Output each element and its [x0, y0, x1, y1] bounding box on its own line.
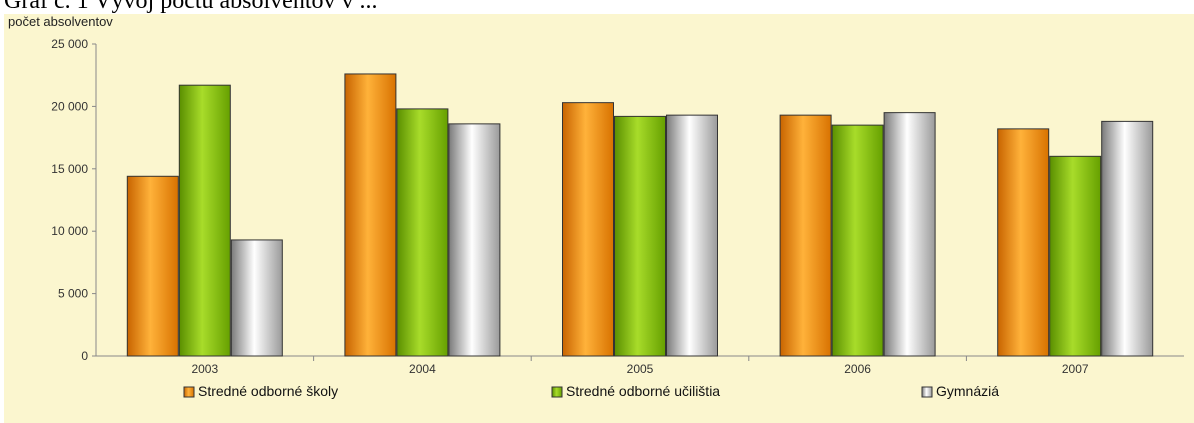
bar-2004-2 [396, 108, 449, 357]
plot-area [95, 44, 1184, 357]
bar-2005-3 [666, 114, 718, 357]
bar-2007-1 [997, 128, 1050, 357]
bar-2005-1 [562, 102, 614, 357]
y-tick-label: 0 [81, 349, 88, 363]
bar-2007-3 [1101, 120, 1154, 357]
y-tick-label: 25 000 [51, 37, 88, 51]
bar-2004-3 [448, 123, 501, 357]
y-tick-labels: 0 5 000 10 000 15 000 20 000 25 000 [51, 37, 96, 363]
legend: Stredné odborné školy Stredné odborné uči… [183, 383, 999, 399]
bar-2003-2 [178, 84, 231, 357]
bar-2006-3 [883, 112, 936, 357]
y-tick-label: 5 000 [58, 287, 88, 301]
legend-label: Stredné odborné učilištia [566, 383, 720, 399]
y-tick-label: 10 000 [51, 224, 88, 238]
y-axis-label: počet absolventov [8, 14, 113, 29]
bar-2005-2 [614, 115, 666, 357]
legend-label: Stredné odborné školy [198, 383, 338, 399]
x-tick-label: 2005 [627, 362, 654, 376]
y-tick-label: 15 000 [51, 162, 88, 176]
document-caption: Graf č. 1 Vývoj počtu absolventov v ... [4, 0, 378, 14]
chart-area: počet absolventov 0 5 000 10 000 15 000 20 0… [4, 14, 1194, 423]
bar-chart: počet absolventov 0 5 000 10 000 15 000 20 0… [8, 14, 1184, 399]
bar-2004-1 [344, 73, 397, 357]
y-tick-label: 20 000 [51, 99, 88, 113]
x-tick-label: 2003 [191, 362, 218, 376]
legend-swatch [921, 386, 933, 398]
x-tick-labels: 2003 2004 2005 2006 2007 [191, 356, 1089, 376]
bar-2003-1 [126, 175, 179, 357]
legend-label: Gymnáziá [936, 383, 999, 399]
x-tick-label: 2006 [844, 362, 871, 376]
legend-swatch [551, 386, 563, 398]
bar-2006-2 [831, 124, 884, 357]
bar-2007-2 [1049, 155, 1102, 357]
legend-swatch [183, 386, 195, 398]
x-tick-label: 2007 [1062, 362, 1089, 376]
x-tick-label: 2004 [409, 362, 436, 376]
bar-2003-3 [230, 239, 283, 357]
bar-2006-1 [779, 114, 832, 357]
